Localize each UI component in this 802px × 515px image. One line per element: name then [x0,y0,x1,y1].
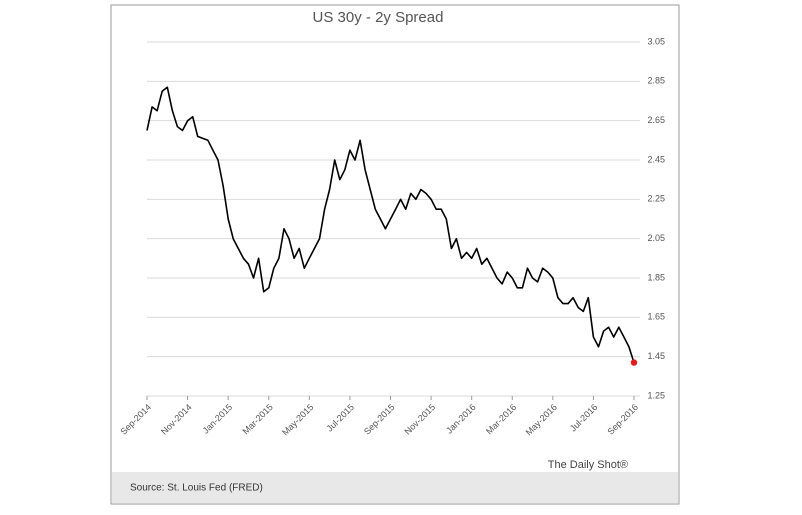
chart-frame [110,4,680,505]
credit: The Daily Shot® [548,459,628,471]
y-tick-label: 2.25 [647,194,665,204]
footer-band [112,472,678,503]
y-tick-label: 2.05 [647,233,665,243]
source: Source: St. Louis Fed (FRED) [130,483,263,494]
chart-title: US 30y - 2y Spread [313,9,444,26]
data-line [146,86,635,363]
y-tick-label: 1.45 [647,351,665,361]
y-tick-label: 2.45 [647,154,665,164]
y-tick-label: 1.25 [647,390,665,400]
y-tick-label: 3.05 [647,36,665,46]
y-tick-label: 2.65 [647,115,665,125]
y-tick-label: 2.85 [647,76,665,86]
y-tick-label: 1.65 [647,312,665,322]
y-tick-label: 1.85 [647,272,665,282]
end-marker [630,359,638,366]
